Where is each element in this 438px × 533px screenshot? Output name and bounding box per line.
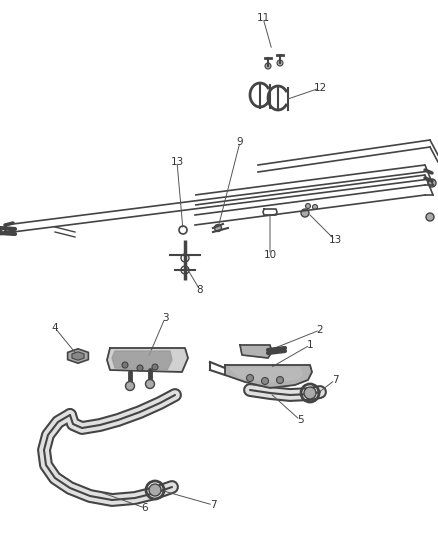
Text: 13: 13 [328,235,342,245]
Circle shape [247,375,254,382]
Text: 7: 7 [210,500,216,510]
Text: 1: 1 [307,340,313,350]
Polygon shape [107,348,188,372]
Text: 5: 5 [297,415,303,425]
Circle shape [277,60,283,66]
Circle shape [276,376,283,384]
Text: 10: 10 [263,250,276,260]
Circle shape [261,377,268,384]
Polygon shape [225,365,312,388]
Circle shape [122,362,128,368]
Polygon shape [112,351,172,370]
Circle shape [149,484,161,496]
Text: 13: 13 [170,157,184,167]
Circle shape [152,364,158,370]
Circle shape [426,213,434,221]
Text: 12: 12 [313,83,327,93]
Text: 9: 9 [237,137,244,147]
Polygon shape [230,368,302,382]
Circle shape [265,63,271,69]
Text: 11: 11 [256,13,270,23]
Polygon shape [67,349,88,363]
Text: 6: 6 [141,503,148,513]
Text: 7: 7 [332,375,338,385]
Circle shape [312,205,318,209]
Circle shape [305,204,311,208]
Text: 4: 4 [52,323,58,333]
Circle shape [304,387,316,399]
Text: 2: 2 [317,325,323,335]
Text: 3: 3 [162,313,168,323]
Circle shape [126,382,134,391]
Circle shape [145,379,155,389]
Circle shape [301,209,309,217]
Circle shape [428,179,436,187]
Circle shape [215,224,222,231]
Polygon shape [72,352,84,360]
Circle shape [137,365,143,371]
Polygon shape [240,345,272,358]
Text: 8: 8 [197,285,203,295]
